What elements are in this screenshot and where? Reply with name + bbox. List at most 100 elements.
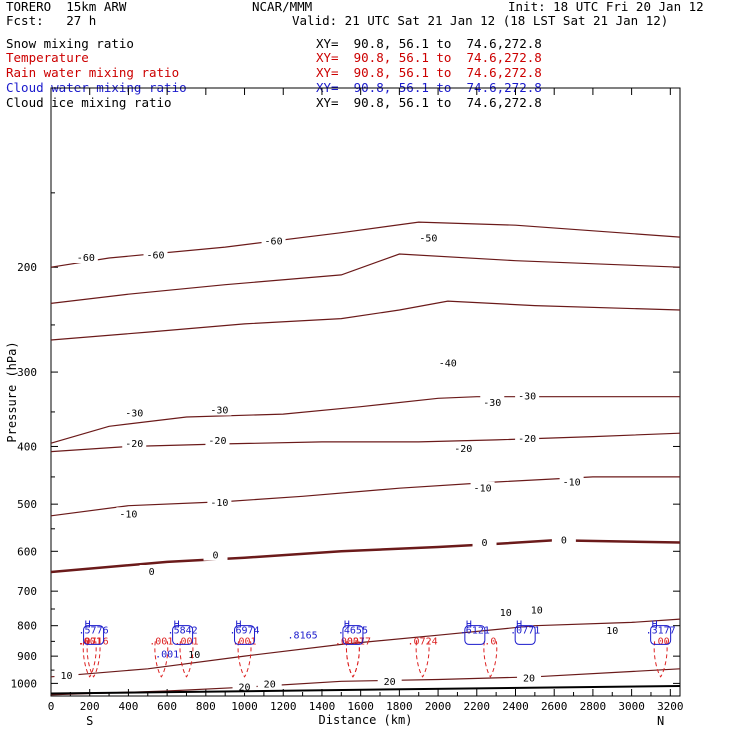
- cloud-water-max-marker: H: [516, 619, 522, 630]
- contour-label: 10: [188, 650, 200, 661]
- contour-label: -30: [518, 392, 536, 403]
- rain-water-contour: [82, 641, 97, 678]
- cloud-water-max-value: .6121: [460, 626, 490, 637]
- x-tick-label: 2800: [580, 700, 607, 713]
- contour-label-bg: [416, 231, 441, 244]
- cloud-water-contour: [464, 625, 486, 645]
- contour-label: -60: [77, 253, 95, 264]
- rain-water-label: .001: [232, 636, 256, 647]
- rain-water-contour: [483, 641, 498, 678]
- contour-label: -30: [125, 408, 143, 419]
- contour-label-bg: [472, 535, 497, 548]
- x-tick-label: 200: [80, 700, 100, 713]
- x-tick-label: 1800: [386, 700, 413, 713]
- x-tick-label: 2200: [464, 700, 491, 713]
- x-tick-label: 3000: [618, 700, 645, 713]
- north-label: N: [657, 714, 664, 728]
- contour-label-bg: [207, 403, 232, 416]
- contour-label: 0: [212, 551, 218, 562]
- contour-label-bg: [232, 680, 257, 693]
- rain-water-contour: [653, 641, 668, 678]
- contour-label-bg: [205, 434, 230, 447]
- contour-label-bg: [517, 671, 542, 684]
- x-tick-label: 1600: [347, 700, 374, 713]
- x-axis-title: Distance (km): [319, 713, 413, 727]
- cloud-water-max-marker: H: [652, 619, 658, 630]
- cloud-water-contour: [172, 625, 194, 645]
- cloud-water-minor-label: .8165: [288, 630, 318, 641]
- rain-water-label: .00: [652, 636, 670, 647]
- contour-label: -20: [454, 444, 472, 455]
- contour-label-bg: [257, 677, 282, 690]
- y-tick-label: 200: [17, 261, 37, 274]
- forecast-hour-label: Fcst: 27 h: [6, 13, 97, 28]
- contour-label-bg: [451, 442, 476, 455]
- x-tick-label: 0: [48, 700, 55, 713]
- cloud-water-minor-label: .001: [155, 650, 179, 661]
- x-tick-label: 800: [196, 700, 216, 713]
- contour-label: 10: [531, 606, 543, 617]
- contour-label-bg: [182, 647, 207, 660]
- contour-label-bg: [116, 507, 141, 520]
- rain-water-contour: [179, 641, 194, 678]
- contour-label-bg: [54, 669, 79, 682]
- temperature-contour: [50, 539, 681, 574]
- rain-water-label: .0716: [79, 636, 109, 647]
- contour-label: -60: [146, 250, 164, 261]
- contour-label: 0: [482, 538, 488, 549]
- contour-label: -30: [210, 405, 228, 416]
- cloud-water-contour: [83, 625, 105, 645]
- contour-label: 0: [561, 536, 567, 547]
- temperature-contour: [50, 253, 681, 304]
- contour-label-bg: [139, 564, 164, 577]
- rain-water-label: .001: [174, 636, 198, 647]
- cloud-water-max-value: .0771: [510, 626, 540, 637]
- cloud-water-max-value: .3177: [646, 626, 676, 637]
- contour-label-bg: [600, 624, 625, 637]
- temperature-contour: [50, 396, 680, 444]
- contour-label: -10: [119, 509, 137, 520]
- contour-label: 10: [500, 608, 512, 619]
- contour-label-bg: [470, 481, 495, 494]
- temperature-contour: [50, 221, 681, 268]
- ground-line: [50, 684, 681, 695]
- y-tick-label: 1000: [11, 677, 38, 690]
- contour-label-bg: [122, 406, 147, 419]
- south-label: S: [86, 714, 93, 728]
- cloud-water-max-value: .6974: [229, 626, 259, 637]
- rain-water-label: .0: [484, 636, 496, 647]
- contour-label-bg: [73, 251, 98, 264]
- y-tick-label: 400: [17, 440, 37, 453]
- rain-water-contour: [86, 641, 101, 678]
- contour-label: -20: [518, 434, 536, 445]
- contour-label-bg: [551, 533, 576, 546]
- cloud-water-contour: [650, 625, 672, 645]
- x-tick-label: 400: [118, 700, 138, 713]
- contour-label-bg: [261, 234, 286, 247]
- model-label: TORERO 15km ARW: [6, 0, 127, 14]
- contour-label: 0: [149, 567, 155, 578]
- contour-label-bg: [143, 248, 168, 261]
- contour-label: 10: [606, 626, 618, 637]
- center-label: NCAR/MMM: [252, 0, 313, 14]
- contour-label: -30: [483, 398, 501, 409]
- xy-temperature: XY= 90.8, 56.1 to 74.6,272.8: [316, 36, 542, 51]
- temperature-contour: [50, 300, 681, 341]
- rain-water-contour: [237, 641, 252, 678]
- xy-rain-2: XY= 90.8, 56.1 to 74.6,272.8: [316, 65, 542, 80]
- contour-label: 20: [384, 677, 396, 688]
- contour-label-bg: [524, 603, 549, 616]
- contour-label-bg: [515, 389, 540, 402]
- y-tick-label: 800: [17, 620, 37, 633]
- contour-label-bg: [515, 432, 540, 445]
- cloud-water-max-marker: H: [344, 619, 350, 630]
- xy-rain: XY= 90.8, 56.1 to 74.6,272.8: [316, 50, 542, 65]
- field-label-cloud-ice: Cloud ice mixing ratio: [6, 95, 172, 110]
- y-tick-label: 700: [17, 585, 37, 598]
- temperature-contour: [50, 618, 681, 678]
- y-tick-label: 500: [17, 498, 37, 511]
- cloud-water-max-value: .5776: [79, 626, 109, 637]
- x-tick-label: 1000: [231, 700, 258, 713]
- y-axis-title: Pressure (hPa): [5, 341, 19, 442]
- rain-water-label: .001: [149, 636, 173, 647]
